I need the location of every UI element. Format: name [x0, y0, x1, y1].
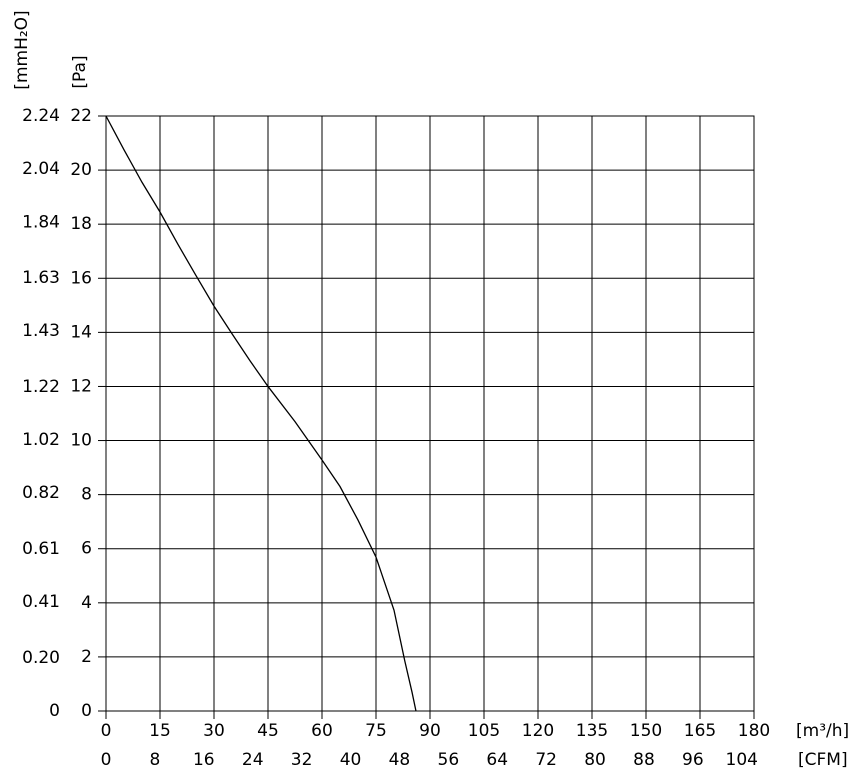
x2-tick-label: 104 — [726, 750, 758, 770]
x2-tick-label: 64 — [486, 750, 508, 770]
y2-tick-label: 1.22 — [22, 377, 60, 397]
y2-tick-label: 2.24 — [22, 106, 60, 126]
x-tick-label: 30 — [203, 721, 225, 741]
y-tick-label: 10 — [70, 431, 92, 451]
x2-axis-label: [CFM] — [798, 750, 848, 770]
x2-tick-label: 56 — [438, 750, 460, 770]
x2-tick-label: 40 — [340, 750, 362, 770]
x2-tick-label: 32 — [291, 750, 313, 770]
x2-tick-label: 80 — [584, 750, 606, 770]
plot-frame — [105, 115, 755, 712]
curve — [105, 115, 417, 712]
y-tick-label: 4 — [81, 593, 92, 613]
x-tick-label: 105 — [468, 721, 500, 741]
y-axis-label: [Pa] — [70, 55, 90, 88]
x2-tick-label: 24 — [242, 750, 264, 770]
x2-tick-label: 8 — [149, 750, 160, 770]
y-tick-label: 2 — [81, 647, 92, 667]
x-tick-label: 180 — [738, 721, 770, 741]
y2-axis-label: [mmH₂O] — [12, 10, 32, 89]
x-tick-label: 60 — [311, 721, 333, 741]
x-tick-label: 75 — [365, 721, 387, 741]
y-tick-label: 12 — [70, 376, 92, 396]
y-tick-label: 0 — [81, 701, 92, 721]
x-tick-label: 45 — [257, 721, 279, 741]
x-tick-label: 0 — [101, 721, 112, 741]
x-tick-label: 150 — [630, 721, 662, 741]
y2-tick-label: 0.20 — [22, 648, 60, 668]
y2-tick-label: 0.61 — [22, 539, 60, 559]
x2-tick-label: 72 — [535, 750, 557, 770]
x-tick-label: 90 — [419, 721, 441, 741]
x-tick-label: 120 — [522, 721, 554, 741]
x2-tick-label: 88 — [633, 750, 655, 770]
x-tick-label: 135 — [576, 721, 608, 741]
x2-tick-label: 96 — [682, 750, 704, 770]
y-tick-label: 8 — [81, 485, 92, 505]
y2-tick-label: 1.63 — [22, 268, 60, 288]
y-tick-label: 6 — [81, 539, 92, 559]
x-axis-label: [m³/h] — [796, 721, 849, 741]
y2-tick-label: 2.04 — [22, 159, 60, 179]
y-tick-label: 18 — [70, 214, 92, 234]
y-tick-label: 22 — [70, 106, 92, 126]
y-tick-label: 20 — [70, 160, 92, 180]
x2-tick-label: 16 — [193, 750, 215, 770]
y-tick-label: 14 — [70, 322, 92, 342]
y2-tick-label: 1.84 — [22, 212, 60, 232]
y-tick-label: 16 — [70, 268, 92, 288]
y2-tick-label: 0 — [49, 701, 60, 721]
y2-tick-label: 0.82 — [22, 483, 60, 503]
x2-tick-label: 48 — [389, 750, 411, 770]
y2-tick-label: 1.43 — [22, 321, 60, 341]
y2-tick-label: 0.41 — [22, 592, 60, 612]
x-tick-label: 15 — [149, 721, 171, 741]
x2-tick-label: 0 — [101, 750, 112, 770]
y2-tick-label: 1.02 — [22, 430, 60, 450]
x-tick-label: 165 — [684, 721, 716, 741]
